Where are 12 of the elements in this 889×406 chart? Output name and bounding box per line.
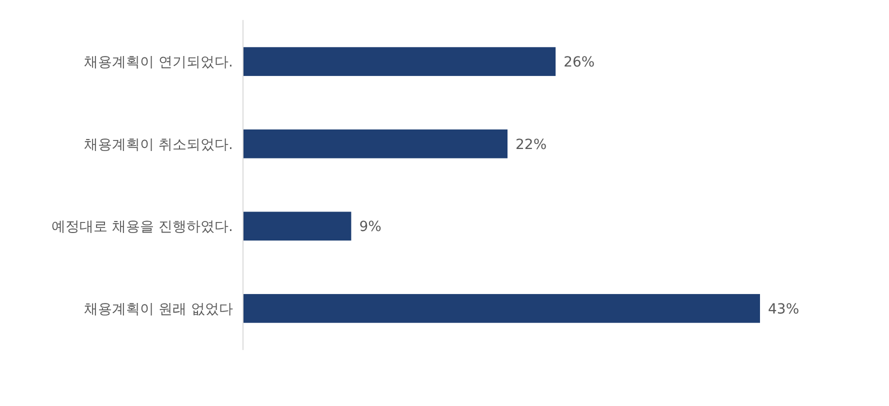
- y-tick-label: 채용계획이 취소되었다.: [84, 136, 233, 153]
- data-label: 9%: [359, 219, 382, 236]
- y-tick-label: 예정대로 채용을 진행하였다.: [52, 219, 233, 236]
- bar: [243, 212, 352, 241]
- bar: [243, 47, 556, 76]
- bar: [243, 129, 508, 158]
- y-tick-label: 채용계획이 원래 없었다: [84, 301, 233, 318]
- data-label: 43%: [768, 301, 800, 318]
- bar: [243, 294, 760, 323]
- data-label: 22%: [516, 136, 547, 153]
- data-label: 26%: [564, 54, 595, 70]
- y-tick-label: 채용계획이 연기되었다.: [84, 54, 233, 70]
